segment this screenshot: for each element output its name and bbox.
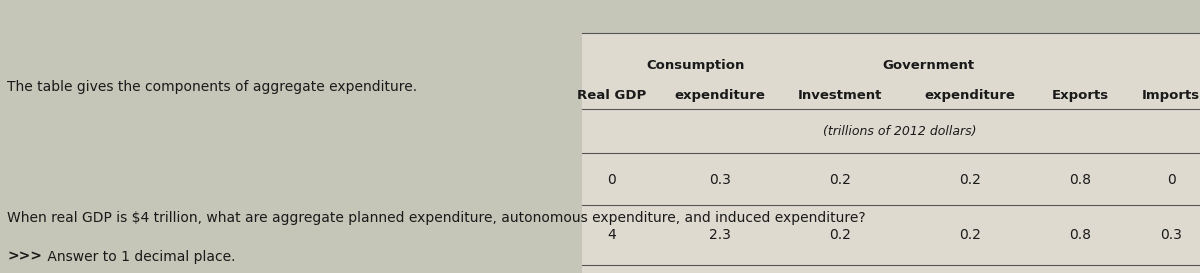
Text: Answer to 1 decimal place.: Answer to 1 decimal place. <box>43 250 235 264</box>
Text: 4: 4 <box>607 228 617 242</box>
Text: The table gives the components of aggregate expenditure.: The table gives the components of aggreg… <box>7 80 418 94</box>
Text: 0.2: 0.2 <box>959 228 980 242</box>
Text: When real GDP is $4 trillion, what are aggregate planned expenditure, autonomous: When real GDP is $4 trillion, what are a… <box>7 211 866 225</box>
Text: Consumption: Consumption <box>647 59 745 72</box>
Text: 2.3: 2.3 <box>709 228 731 242</box>
Text: 0.2: 0.2 <box>829 228 851 242</box>
Text: Government: Government <box>883 59 974 72</box>
Text: Imports: Imports <box>1142 89 1200 102</box>
Text: expenditure: expenditure <box>674 89 766 102</box>
Text: 0: 0 <box>1166 173 1176 187</box>
Text: 0: 0 <box>607 173 617 187</box>
Text: Exports: Exports <box>1051 89 1109 102</box>
Text: 0.2: 0.2 <box>959 173 980 187</box>
Text: Investment: Investment <box>798 89 882 102</box>
Text: expenditure: expenditure <box>924 89 1015 102</box>
Text: 0.8: 0.8 <box>1069 228 1091 242</box>
Text: 0.8: 0.8 <box>1069 173 1091 187</box>
Text: 0.3: 0.3 <box>709 173 731 187</box>
Bar <box>582 33 1200 273</box>
Text: Real GDP: Real GDP <box>577 89 647 102</box>
Text: 0.3: 0.3 <box>1160 228 1182 242</box>
Text: 0.2: 0.2 <box>829 173 851 187</box>
Text: >>>: >>> <box>7 250 42 264</box>
Text: (trillions of 2012 dollars): (trillions of 2012 dollars) <box>823 124 977 138</box>
